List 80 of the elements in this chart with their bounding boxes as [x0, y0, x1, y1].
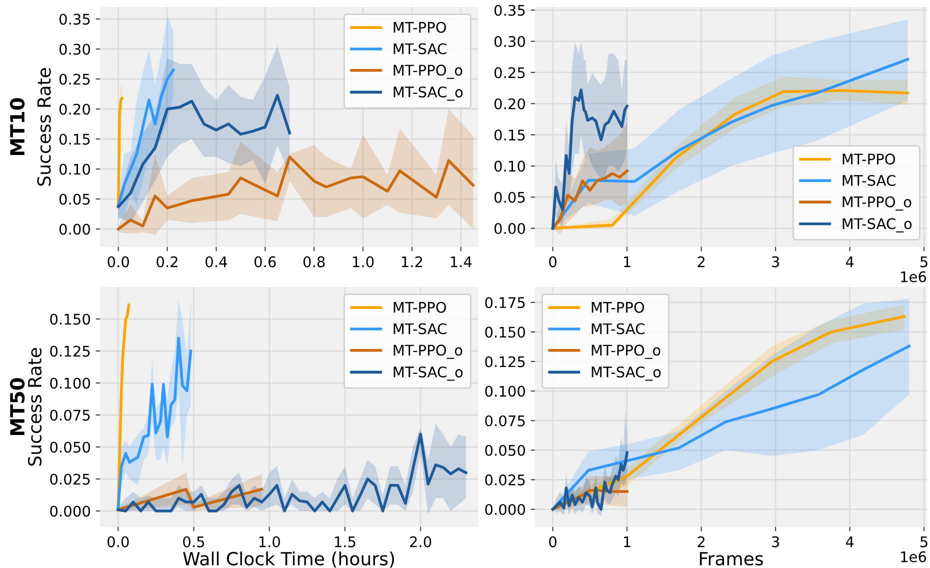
y-tick-label: 0.10 — [59, 164, 90, 175]
y-tick-label: 0.30 — [59, 44, 90, 55]
x-tick-label: 0.0 — [108, 256, 129, 268]
x-tick-label: 1.2 — [402, 256, 422, 268]
y-tick-label: 0.20 — [494, 98, 526, 110]
legend-label: MT-PPO — [842, 154, 896, 165]
y-tick-label: 0.000 — [50, 506, 90, 517]
y-tick-label: 0.150 — [485, 326, 526, 338]
y-tick-label: 0.05 — [494, 192, 525, 203]
text: MT10 — [10, 98, 25, 156]
x-tick-label: 0.8 — [303, 256, 325, 268]
x-tick-label: 4 — [846, 536, 854, 548]
legend-label: MT-SAC — [394, 323, 446, 334]
x-tick-label: 0.2 — [156, 256, 178, 268]
legend-label: MT-SAC_o — [842, 218, 912, 232]
y-axis-title: Success Rate — [37, 68, 51, 186]
legend-label: MT-SAC_o — [592, 366, 661, 381]
y-tick-label: 0.025 — [50, 474, 90, 485]
y-tick-label: 0.050 — [50, 442, 90, 453]
legend-label: MT-SAC — [592, 323, 644, 334]
y-tick-label: 0.35 — [59, 14, 90, 25]
y-tick-label: 0.000 — [485, 504, 526, 516]
legend-label: MT-PPO — [592, 302, 644, 313]
legend-label: MT-PPO_o — [394, 344, 462, 359]
y-tick-label: 0.100 — [485, 386, 526, 397]
x-tick-label: 4 — [846, 256, 854, 268]
x-tick-label: 3 — [772, 536, 780, 548]
x-tick-label: 2 — [698, 536, 704, 548]
x-tick-label: 2 — [698, 256, 704, 268]
x-tick-label: 0.6 — [254, 256, 276, 268]
x-tick-label: 1 — [624, 536, 630, 548]
y-tick-label: 0.125 — [485, 356, 525, 368]
y-tick-label: 0.15 — [494, 130, 525, 141]
x-tick-label: 0.4 — [206, 256, 227, 268]
x-tick-label: 1 — [624, 256, 630, 268]
y-axis-title: Success Rate — [28, 348, 42, 466]
legend-label: MT-PPO — [394, 302, 446, 313]
x-tick-label: 0.5 — [183, 536, 204, 548]
legend-label: MT-PPO — [394, 22, 446, 33]
legend-label: MT-SAC — [394, 43, 446, 54]
x-axis-title: Wall Clock Time (hours) — [183, 552, 394, 568]
y-tick-label: 0.10 — [494, 160, 526, 172]
y-tick-label: 0.20 — [59, 104, 90, 115]
y-tick-label: 0.125 — [50, 346, 90, 357]
x-tick-label: 1.4 — [450, 256, 472, 268]
x-tick-label: 1.0 — [353, 256, 374, 268]
legend-label: MT-PPO_o — [842, 196, 912, 211]
y-tick-label: 0.30 — [494, 36, 526, 48]
text: MT50 — [10, 378, 25, 436]
y-tick-label: 0.100 — [50, 378, 90, 389]
legend-label: MT-SAC_o — [394, 86, 463, 101]
x-tick-label: 0.0 — [108, 536, 129, 548]
legend-label: MT-SAC — [842, 174, 896, 186]
legend-label: MT-PPO_o — [394, 64, 462, 79]
x-tick-label: 2.0 — [410, 536, 432, 548]
y-tick-label: 0.05 — [59, 194, 90, 205]
x-axis-title: Frames — [700, 552, 763, 566]
y-tick-label: 0.25 — [59, 74, 90, 85]
y-tick-label: 0.15 — [59, 134, 90, 145]
x-tick-label: 5 — [920, 256, 928, 268]
legend-label: MT-SAC_o — [394, 366, 463, 381]
x-tick-label: 3 — [772, 256, 780, 268]
legend-label: MT-PPO_o — [592, 344, 660, 359]
y-tick-label: 0.175 — [485, 297, 525, 308]
y-tick-label: 0.35 — [494, 4, 525, 16]
x-tick-label: 0 — [549, 256, 556, 268]
y-tick-label: 0.150 — [50, 314, 90, 325]
x-tick-label: 1.0 — [259, 536, 280, 548]
x-tick-label: 1.5 — [334, 536, 356, 548]
y-tick-label: 0.25 — [494, 67, 525, 78]
y-tick-label: 0.00 — [494, 223, 526, 234]
text: 1e6 — [901, 551, 926, 562]
x-tick-label: 5 — [920, 536, 928, 548]
y-tick-label: 0.075 — [50, 410, 90, 421]
y-tick-label: 0.050 — [485, 444, 526, 456]
y-tick-label: 0.075 — [485, 415, 525, 426]
x-tick-label: 0 — [549, 536, 556, 548]
y-tick-label: 0.00 — [59, 224, 90, 235]
text: 1e6 — [901, 271, 926, 282]
y-tick-label: 0.025 — [485, 474, 525, 486]
